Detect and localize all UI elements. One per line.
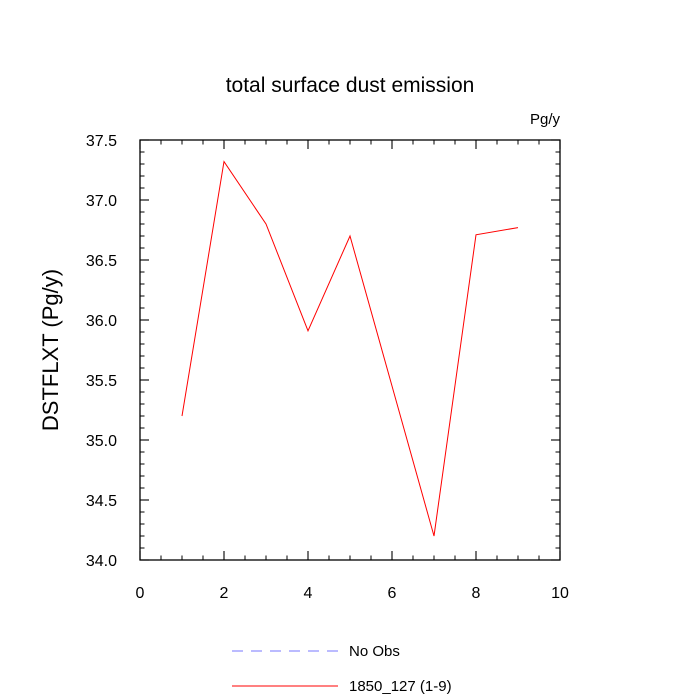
y-tick-label: 37.0 [86, 193, 117, 210]
x-tick-label: 6 [388, 585, 397, 602]
x-tick-label: 2 [220, 585, 229, 602]
x-tick-label: 8 [472, 585, 481, 602]
y-tick-label: 35.5 [86, 373, 117, 390]
y-tick-label: 37.5 [86, 133, 117, 150]
y-tick-label: 36.0 [86, 313, 117, 330]
axis-ticks [139, 139, 561, 561]
y-tick-label: 36.5 [86, 253, 117, 270]
x-tick-label: 10 [551, 585, 569, 602]
legend: No Obs 1850_127 (1-9) [232, 643, 452, 695]
series-layer [181, 160, 519, 537]
y-tick-label: 35.0 [86, 433, 117, 450]
legend-label: 1850_127 (1-9) [349, 678, 452, 695]
y-tick-label: 34.0 [86, 553, 117, 570]
y-tick-label: 34.5 [86, 493, 117, 510]
chart-title: total surface dust emission [226, 74, 475, 97]
x-tick-label: 4 [304, 585, 313, 602]
x-tick-label: 0 [136, 585, 145, 602]
units-label: Pg/y [530, 111, 561, 128]
plot-frame [139, 139, 561, 561]
series-line [181, 160, 519, 537]
y-axis-label: DSTFLXT (Pg/y) [38, 269, 63, 431]
legend-label: No Obs [349, 643, 400, 660]
axis-tick-labels: 0 2 4 6 8 10 34.0 34.5 35.0 35.5 36.0 36.5 37.0 37.5 [86, 133, 569, 602]
